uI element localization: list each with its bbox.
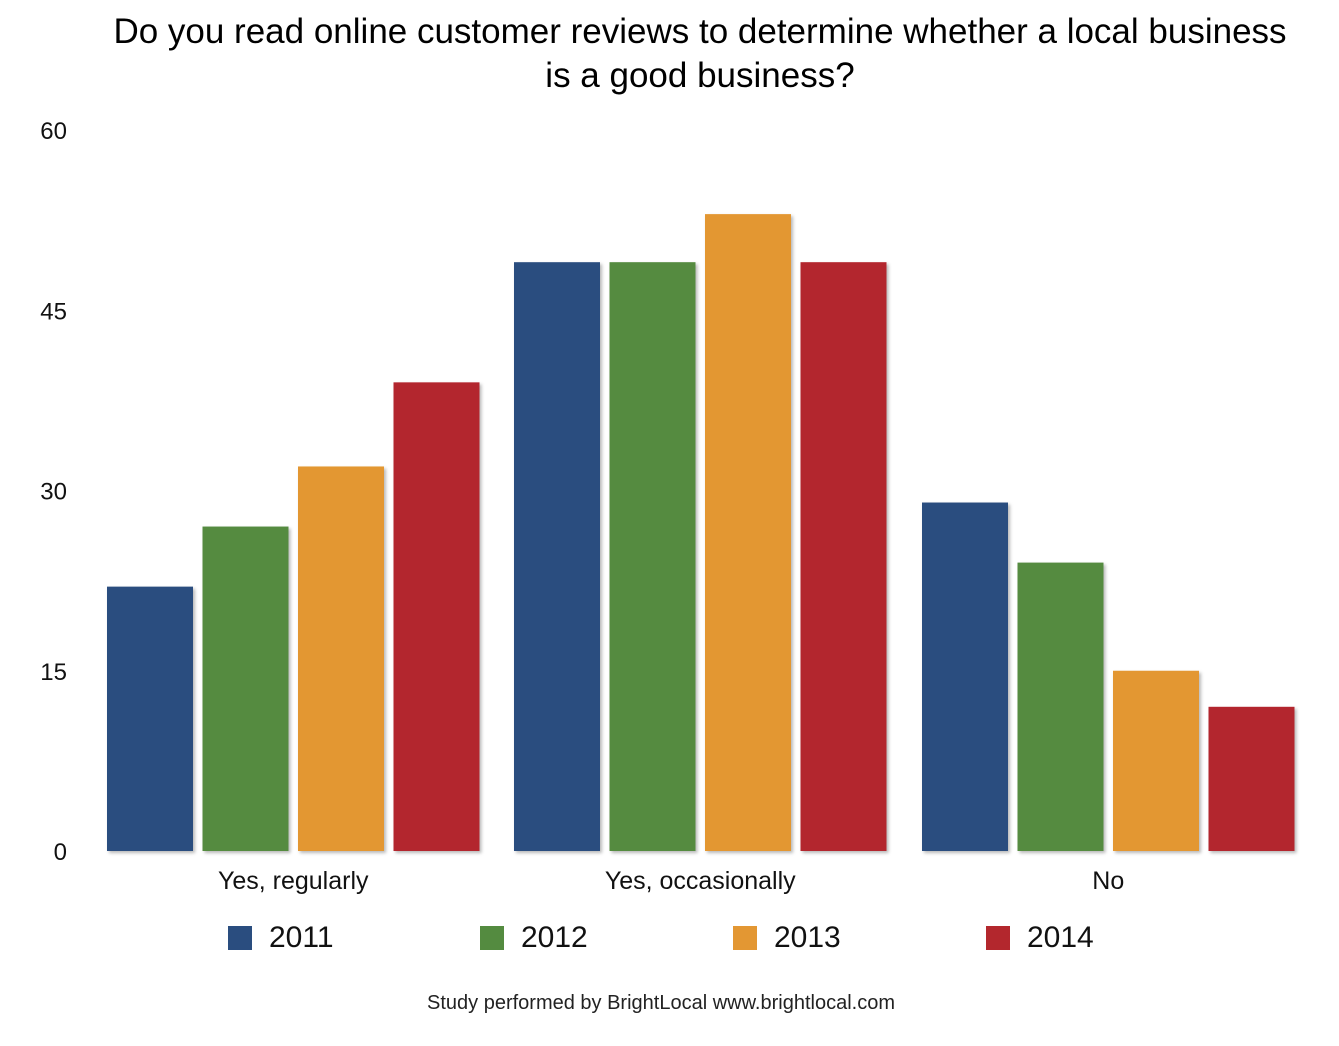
chart-title: Do you read online customer reviews to d… — [113, 12, 1287, 95]
legend: 2011 2012 2013 2014 — [0, 915, 1339, 960]
y-tick-label: 60 — [40, 118, 67, 145]
bars-group — [107, 214, 1295, 851]
y-tick-label: 45 — [40, 298, 67, 325]
y-tick-label: 0 — [54, 839, 67, 866]
bar-2012-0 — [202, 526, 289, 851]
bar-2011-1 — [514, 262, 600, 851]
bar-2012-1 — [609, 262, 696, 851]
legend-item-2013: 2013 — [733, 915, 841, 960]
y-tick-label: 15 — [40, 659, 67, 686]
category-label: Yes, regularly — [218, 867, 369, 895]
bar-chart: 0 15 30 45 60 Yes, regularly Yes, occasionall… — [40, 118, 1295, 895]
y-tick-label: 30 — [40, 479, 67, 506]
legend-item-2012: 2012 — [480, 915, 588, 960]
legend-swatch — [480, 925, 504, 950]
legend-item-2011: 2011 — [228, 915, 334, 960]
x-axis-labels: Yes, regularly Yes, occasionally No — [218, 867, 1124, 895]
legend-swatch — [228, 925, 252, 950]
legend-swatch — [733, 925, 757, 950]
legend-swatch — [986, 925, 1010, 950]
y-axis-ticks: 0 15 30 45 60 — [40, 118, 67, 866]
bar-2014-2 — [1208, 706, 1295, 851]
bar-2013-1 — [705, 214, 791, 851]
legend-item-2014: 2014 — [986, 915, 1094, 960]
legend-label: 2014 — [1027, 920, 1094, 954]
category-label: Yes, occasionally — [605, 867, 796, 895]
footer-credit: Study performed by BrightLocal www.brigh… — [427, 992, 895, 1014]
legend-label: 2011 — [269, 920, 334, 954]
bar-2012-2 — [1017, 562, 1104, 851]
bar-2013-2 — [1113, 670, 1199, 851]
legend-label: 2012 — [521, 920, 588, 954]
category-label: No — [1092, 867, 1124, 895]
legend-label: 2013 — [774, 920, 841, 954]
bar-2011-0 — [107, 586, 193, 851]
bar-2013-0 — [298, 466, 384, 851]
bar-2011-2 — [922, 502, 1008, 851]
bar-2014-1 — [800, 262, 887, 851]
bar-2014-0 — [393, 382, 480, 851]
